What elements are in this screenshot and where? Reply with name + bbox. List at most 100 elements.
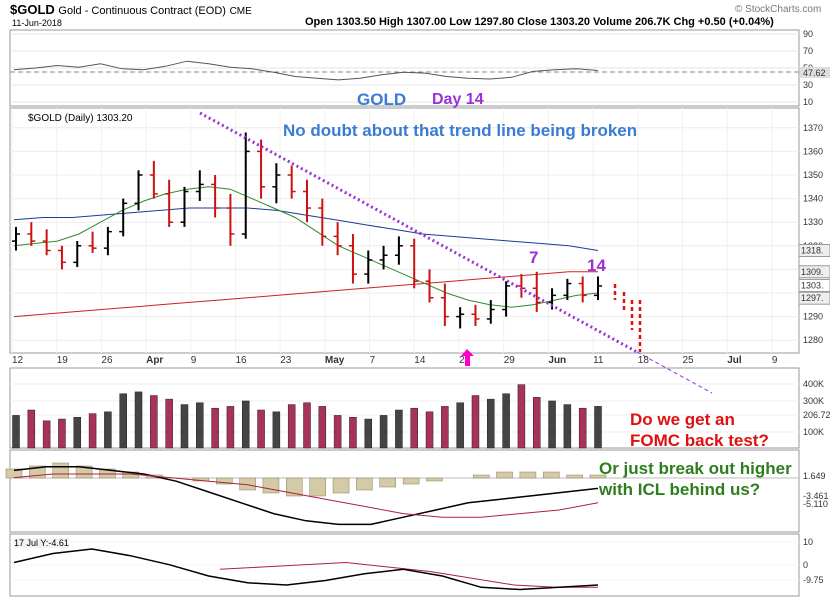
volume-bar [180, 404, 189, 449]
x-tick-label: May [325, 355, 345, 366]
macd-histogram-bar [5, 468, 23, 479]
price-tag-box [798, 265, 830, 279]
gold-annotation: GOLD [357, 90, 407, 109]
x-tick-label: 12 [12, 355, 24, 366]
price-candles [12, 132, 602, 329]
x-tick-label: Jul [727, 355, 742, 366]
volume-bar [364, 418, 373, 449]
chart-date: 11-Jun-2018 [12, 18, 62, 28]
volume-bar [441, 406, 449, 449]
x-tick-label: 19 [57, 355, 69, 366]
fomc-annotation-line2: FOMC back test? [630, 431, 769, 450]
volume-bar [318, 406, 327, 449]
trend-line [199, 111, 713, 394]
x-tick-label: 23 [280, 355, 292, 366]
macd-histogram-bar [426, 477, 443, 482]
macd-panel-frame [9, 449, 800, 533]
price-panel-frame [9, 107, 800, 354]
volume-bar [349, 416, 357, 449]
x-tick-label: 9 [772, 355, 778, 366]
volume-bar [502, 393, 510, 449]
volume-bar [272, 411, 281, 449]
macd-histogram-bar [566, 474, 583, 479]
volume-tick-label: 206.72 [803, 410, 830, 420]
volume-tick-label: 400K [803, 379, 824, 389]
x-tick-label: 11 [593, 355, 604, 366]
breakout-annotation-line1: Or just break out higher [599, 459, 792, 478]
volume-bar [333, 415, 342, 449]
contract-name: Gold - Continuous Contract (EOD) [58, 5, 226, 17]
volume-bar [73, 416, 82, 449]
cycle-tick-label: 10 [803, 537, 813, 547]
macd-signal-line [13, 473, 599, 518]
volume-bar [578, 407, 587, 449]
long-moving-average [13, 271, 598, 318]
x-tick-label: 26 [101, 355, 113, 366]
rsi-line [13, 60, 599, 81]
axis-labels: 907050301047.621370136013501340133013201… [12, 29, 830, 585]
volume-bar [425, 411, 434, 449]
macd-histogram-bar [519, 471, 537, 479]
volume-bar [395, 409, 403, 449]
volume-bar [150, 395, 158, 449]
cycle-red-line [219, 561, 598, 588]
volume-bar [104, 411, 112, 449]
macd-histogram-bar [589, 474, 607, 479]
x-tick-label: 9 [191, 355, 197, 366]
exchange: CME [229, 6, 252, 17]
price-tag-box [798, 291, 830, 305]
fomc-annotation-line1: Do we get an [630, 410, 735, 429]
macd-histogram-bar [496, 471, 513, 479]
price-tick-label: 1280 [803, 335, 823, 345]
volume-bar [257, 409, 265, 449]
volume-bar [594, 406, 602, 449]
cycle-black-line [13, 548, 599, 591]
macd-tick-label: -5.110 [803, 499, 828, 509]
seven-annotation: 7 [529, 248, 539, 267]
price-tick-label: 1290 [803, 312, 823, 322]
price-tick-label: 1340 [803, 194, 823, 204]
volume-tick-label: 300K [803, 396, 824, 406]
price-tag-box [798, 244, 830, 258]
macd-histogram-bar [379, 477, 397, 488]
volume-bar [471, 395, 480, 449]
price-tick-label: 1370 [803, 123, 823, 133]
price-panel-label: $GOLD (Daily) 1303.20 [28, 113, 133, 124]
macd-histogram-bar [402, 477, 420, 485]
price-tick-label: 1360 [803, 146, 823, 156]
macd-histogram-bar [262, 477, 280, 494]
volume-bar [532, 397, 541, 449]
rsi-tick-label: 30 [803, 80, 813, 90]
fourteen-annotation: 14 [587, 256, 606, 275]
macd-histogram-bar [52, 462, 69, 479]
cycle-indicator [13, 548, 599, 591]
x-tick-label: Apr [146, 355, 163, 366]
price-tag-box [798, 278, 830, 292]
macd-histogram-bar [75, 465, 93, 479]
x-tick-label: 7 [370, 355, 376, 366]
cycle-low-arrow [461, 349, 474, 366]
price-tag-label: 1303. [801, 280, 824, 290]
volume-bar [563, 404, 572, 449]
volume-bar [379, 415, 388, 449]
cycle-panel-frame [9, 533, 800, 597]
volume-bar [303, 402, 311, 449]
trend-line-extension [636, 351, 713, 394]
x-tick-label: 14 [414, 355, 426, 366]
volume-bar [12, 415, 20, 449]
macd-tick-label: 1.649 [803, 471, 826, 481]
rsi-tick-label: 70 [803, 46, 813, 56]
volume-bar [287, 404, 296, 449]
macd-tick-label: -3.461 [803, 491, 829, 501]
macd-histogram-bar [543, 471, 560, 479]
volume-bar [410, 407, 418, 449]
volume-bar [226, 406, 235, 449]
macd-histogram-bar [356, 477, 373, 491]
volume-bar [42, 420, 51, 449]
source-credit: © StockCharts.com [735, 4, 822, 15]
volume-bar [548, 400, 556, 449]
volume-bar [196, 402, 204, 449]
x-tick-label: 16 [236, 355, 248, 366]
macd-histogram-bar [332, 477, 350, 494]
cycle-tick-label: 0 [803, 560, 808, 570]
